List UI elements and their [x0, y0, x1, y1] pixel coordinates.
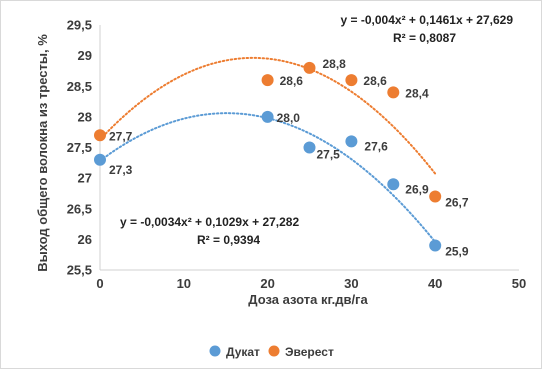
y-tick-label: 29: [78, 48, 92, 63]
y-tick-label: 28: [78, 109, 92, 124]
data-point-everest: [429, 190, 442, 203]
x-axis-title: Доза азота кг.дв/га: [248, 292, 368, 307]
legend-marker-dukat: [209, 345, 221, 357]
data-label-everest: 28,6: [363, 74, 387, 88]
legend-label-everest: Эверест: [285, 345, 334, 359]
x-tick-label: 10: [177, 276, 191, 291]
data-label-everest: 28,6: [280, 74, 304, 88]
data-point-everest: [345, 74, 358, 87]
data-point-dukat: [429, 239, 442, 252]
data-point-dukat: [261, 110, 274, 123]
y-tick-label: 27,5: [67, 140, 92, 155]
y-tick-label: 28,5: [67, 79, 92, 94]
data-point-dukat: [345, 135, 358, 148]
legend: Дукат Эверест: [209, 345, 334, 359]
x-tick-label: 0: [96, 276, 103, 291]
data-label-everest: 26,7: [445, 196, 469, 210]
data-point-everest: [303, 61, 316, 74]
y-tick-label: 26: [78, 232, 92, 247]
r2-everest: R² = 0,8087: [393, 31, 456, 45]
data-point-everest: [261, 74, 274, 87]
data-point-dukat: [303, 141, 316, 154]
data-label-dukat: 28,0: [277, 111, 301, 125]
legend-marker-everest: [268, 345, 280, 357]
data-label-dukat: 27,5: [317, 148, 341, 162]
equation-dukat: y = -0,0034x² + 0,1029x + 27,282: [120, 215, 299, 229]
data-label-dukat: 27,6: [364, 139, 388, 153]
y-tick-label: 27: [78, 171, 92, 186]
data-points: [94, 61, 442, 252]
data-point-everest: [387, 86, 400, 99]
axes: 0 10 20 30 40 50 25,5 26 26,5 27 27,5 28 28,5 29 29,5: [67, 18, 527, 292]
y-tick-label: 29,5: [67, 18, 92, 33]
x-tick-label: 30: [344, 276, 358, 291]
y-axis-title: Выход общего волокна из тресты, %: [35, 34, 50, 272]
y-tick-label: 26,5: [67, 201, 92, 216]
data-label-dukat: 27,3: [109, 163, 133, 177]
x-tick-label: 50: [512, 276, 526, 291]
data-label-dukat: 26,9: [405, 182, 429, 196]
x-tick-label: 20: [260, 276, 274, 291]
data-labels: 27,3 28,0 27,5 27,6 26,9 25,9 27,7 28,6 28,8 28,6…: [109, 57, 469, 259]
data-label-everest: 27,7: [109, 129, 133, 143]
data-label-everest: 28,8: [323, 57, 347, 71]
x-tick-label: 40: [428, 276, 442, 291]
data-label-dukat: 25,9: [445, 245, 469, 259]
y-tick-label: 25,5: [67, 263, 92, 278]
data-point-dukat: [94, 153, 106, 166]
legend-label-dukat: Дукат: [226, 345, 260, 359]
data-label-everest: 28,4: [405, 86, 429, 100]
data-point-everest: [94, 129, 106, 142]
trendline-everest: [99, 56, 437, 175]
equation-everest: y = -0,004x² + 0,1461x + 27,629: [341, 13, 514, 27]
r2-dukat: R² = 0,9394: [197, 233, 260, 247]
data-point-dukat: [387, 178, 400, 191]
